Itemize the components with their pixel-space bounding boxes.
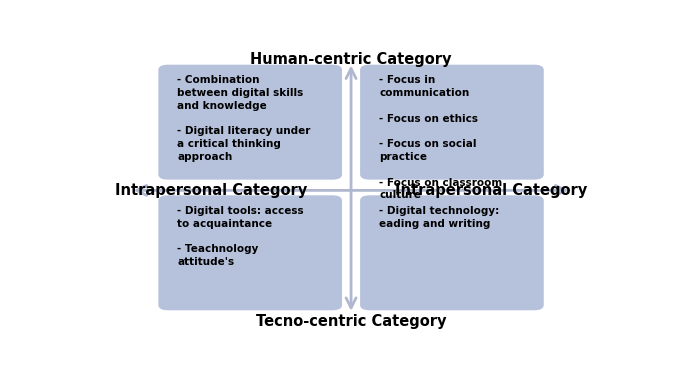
FancyBboxPatch shape xyxy=(360,195,544,310)
Text: - Digital tools: access
to acquaintance

- Teachnology
attitude's: - Digital tools: access to acquaintance … xyxy=(177,206,304,267)
Text: Intrapersonal Category: Intrapersonal Category xyxy=(115,183,307,198)
Text: - Focus in
communication

- Focus on ethics

- Focus on social
practice

- Focus: - Focus in communication - Focus on ethi… xyxy=(379,75,503,200)
FancyBboxPatch shape xyxy=(158,65,342,180)
FancyBboxPatch shape xyxy=(360,65,544,180)
Text: - Digital technology:
eading and writing: - Digital technology: eading and writing xyxy=(379,206,499,228)
Text: Human-centric Category: Human-centric Category xyxy=(250,52,452,67)
FancyBboxPatch shape xyxy=(158,195,342,310)
Text: Tecno-centric Category: Tecno-centric Category xyxy=(256,314,447,329)
Text: Intrapersonal Category: Intrapersonal Category xyxy=(395,183,587,198)
Text: - Combination
between digital skills
and knowledge

- Digital literacy under
a c: - Combination between digital skills and… xyxy=(177,75,311,162)
